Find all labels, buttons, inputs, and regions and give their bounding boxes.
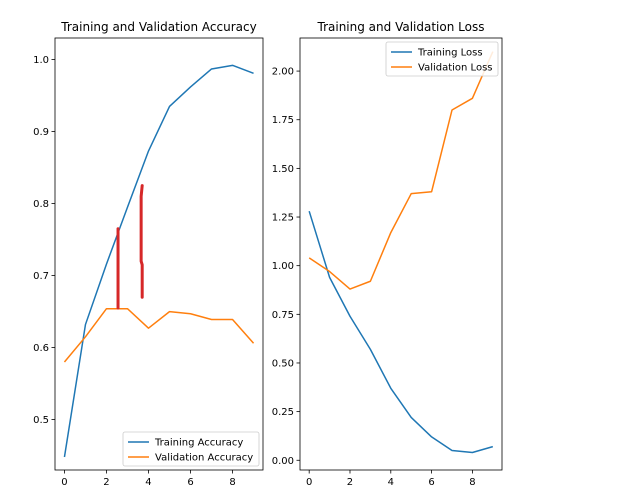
loss-chart-title: Training and Validation Loss	[317, 20, 485, 34]
loss-y-tick-label: 1.25	[272, 213, 294, 224]
training-loss-legend-label: Training Loss	[417, 48, 483, 59]
loss-legend: Training Loss Validation Loss	[385, 41, 499, 77]
training-loss-line	[308, 210, 494, 454]
accuracy-x-tick-label: 6	[187, 477, 193, 488]
accuracy-y-tick-label: 0.8	[33, 199, 49, 210]
loss-axes-frame	[299, 37, 503, 471]
accuracy-plot-area: 0 2 4 6 8 0.5 0.6 0.7 0.8 0.9 1.0	[33, 37, 264, 488]
accuracy-x-tick-label: 4	[145, 477, 151, 488]
loss-x-tick-label: 2	[347, 477, 353, 488]
validation-accuracy-line	[63, 307, 255, 363]
accuracy-y-tick-label: 0.7	[33, 271, 49, 282]
training-accuracy-legend-label: Training Accuracy	[154, 438, 243, 449]
loss-legend-frame	[385, 41, 499, 77]
validation-loss-legend-label: Validation Loss	[418, 63, 493, 74]
accuracy-x-tick-label: 2	[103, 477, 109, 488]
loss-y-tick-label: 2.00	[272, 67, 294, 78]
loss-y-tick-label: 0.50	[272, 358, 294, 369]
accuracy-x-tick-label: 8	[229, 477, 235, 488]
loss-y-tick-label: 0.00	[272, 456, 294, 467]
accuracy-x-tick-label: 0	[61, 477, 67, 488]
accuracy-legend-frame	[122, 431, 260, 467]
accuracy-chart-title: Training and Validation Accuracy	[60, 20, 256, 34]
loss-y-tick-label: 1.00	[272, 261, 294, 272]
accuracy-y-tick-label: 0.9	[33, 127, 49, 138]
validation-accuracy-legend-label: Validation Accuracy	[155, 453, 253, 464]
accuracy-legend: Training Accuracy Validation Accuracy	[122, 431, 260, 467]
training-accuracy-line	[63, 64, 254, 458]
accuracy-chart: 0 2 4 6 8 0.5 0.6 0.7 0.8 0.9 1.0 Training and Val…	[33, 20, 264, 488]
loss-x-tick-label: 8	[469, 477, 475, 488]
loss-y-tick-label: 1.75	[272, 115, 294, 126]
watermark: 知乎 @微欧小v	[518, 469, 622, 487]
loss-y-tick-label: 0.75	[272, 310, 294, 321]
accuracy-axes-frame	[54, 37, 264, 471]
accuracy-y-tick-label: 0.5	[33, 415, 49, 426]
loss-y-tick-label: 0.25	[272, 407, 294, 418]
validation-loss-line	[308, 51, 494, 290]
loss-x-tick-label: 6	[428, 477, 434, 488]
loss-x-tick-label: 0	[306, 477, 312, 488]
red-annotation-stroke	[139, 184, 144, 299]
loss-x-tick-label: 4	[388, 477, 394, 488]
accuracy-y-tick-label: 0.6	[33, 343, 49, 354]
loss-plot-area: 0 2 4 6 8 0.00 0.25 0.50 0.75 1.00 1.25 1.50 1.75 2.0…	[272, 37, 503, 488]
accuracy-y-tick-label: 1.0	[33, 55, 49, 66]
loss-chart: 0 2 4 6 8 0.00 0.25 0.50 0.75 1.00 1.25 1.50 1.75 2.0…	[272, 20, 503, 488]
loss-y-tick-label: 1.50	[272, 164, 294, 175]
